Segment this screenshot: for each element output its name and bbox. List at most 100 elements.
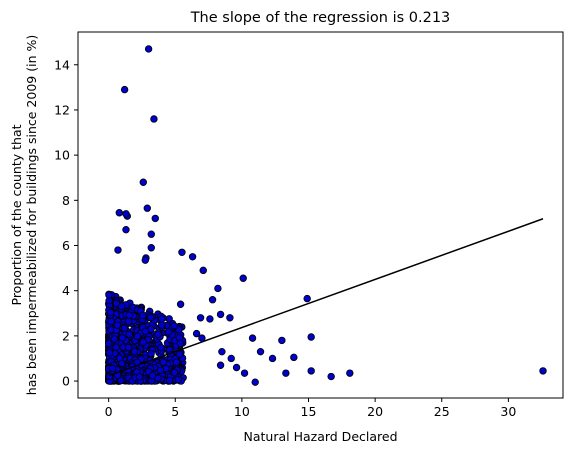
data-point [139, 338, 147, 346]
data-point [206, 315, 214, 323]
data-point [172, 358, 181, 366]
data-point [157, 321, 166, 329]
data-point [248, 334, 257, 342]
data-point [141, 327, 150, 336]
data-point [144, 45, 153, 53]
data-point [227, 354, 235, 363]
data-point [268, 354, 277, 363]
data-point [175, 350, 184, 358]
x-tick-label: 25 [434, 404, 450, 419]
plot-frame [77, 31, 564, 399]
data-point [256, 347, 265, 356]
data-point [216, 361, 225, 369]
data-point [105, 349, 114, 357]
data-point [147, 244, 155, 252]
data-point [147, 349, 155, 358]
data-point [307, 367, 315, 375]
data-point [170, 368, 179, 377]
y-tick-label: 14 [54, 57, 70, 72]
data-point [125, 330, 133, 339]
y-tick-label: 10 [54, 148, 70, 163]
data-point [239, 274, 247, 282]
data-point [120, 85, 129, 94]
y-tick-label: 8 [62, 193, 70, 208]
data-point [303, 294, 311, 303]
data-point [139, 311, 147, 320]
data-point [118, 359, 126, 368]
data-point [158, 315, 166, 323]
data-point [165, 315, 173, 323]
y-tick-label: 12 [54, 102, 70, 117]
x-tick-label: 5 [171, 404, 179, 419]
x-tick-label: 20 [367, 404, 383, 419]
data-point [148, 371, 157, 380]
data-point [107, 317, 115, 326]
data-point [232, 363, 241, 372]
data-point [159, 358, 168, 366]
data-point [120, 324, 129, 332]
data-point [278, 336, 286, 345]
data-point [143, 204, 151, 212]
data-point [118, 334, 127, 342]
data-point [290, 353, 298, 362]
x-axis-ticks: 0 5 10 15 20 25 30 [105, 398, 516, 419]
y-axis-label: Proportion of the county that has been i… [9, 35, 39, 395]
data-point [346, 369, 354, 377]
x-tick-label: 15 [301, 404, 317, 419]
data-point [327, 372, 335, 381]
data-point [154, 330, 162, 339]
data-point [135, 373, 144, 381]
data-point [218, 347, 226, 356]
data-point [113, 321, 122, 329]
data-point [150, 115, 158, 123]
data-point [130, 347, 139, 356]
data-point [110, 335, 118, 343]
data-point [157, 343, 165, 352]
data-point [192, 329, 201, 338]
x-tick-label: 30 [500, 404, 516, 419]
data-point [199, 266, 207, 275]
plot-area [78, 32, 563, 398]
data-point [251, 378, 259, 386]
y-axis-label-line2: has been impermeabilized for buildings s… [24, 35, 39, 395]
data-point [176, 339, 185, 347]
data-point [208, 296, 217, 304]
data-point [114, 246, 122, 254]
data-point [146, 313, 155, 322]
x-tick-label: 0 [105, 404, 113, 419]
data-point [122, 210, 130, 218]
data-point [196, 314, 205, 322]
y-tick-label: 6 [62, 238, 70, 253]
data-point [164, 328, 173, 336]
data-point [125, 311, 133, 319]
data-point [539, 367, 547, 375]
y-tick-label: 0 [62, 374, 70, 389]
data-point [104, 339, 113, 348]
data-point [139, 178, 147, 186]
data-point [226, 314, 234, 322]
data-point [170, 322, 178, 330]
data-point [176, 300, 185, 308]
data-point [174, 375, 182, 384]
data-point [124, 317, 133, 326]
data-point [188, 253, 197, 261]
data-point [108, 364, 117, 373]
y-tick-label: 2 [62, 328, 70, 343]
data-point [122, 225, 130, 234]
data-point [240, 369, 249, 377]
y-axis-ticks: 0 2 4 6 8 10 12 14 [54, 57, 78, 389]
data-point [117, 376, 125, 385]
regression-line-group [108, 218, 544, 377]
y-axis-label-line1: Proportion of the county that [9, 124, 24, 305]
data-point [178, 248, 186, 256]
x-axis-label: Natural Hazard Declared [244, 429, 398, 444]
data-point [115, 209, 123, 217]
data-point [307, 333, 315, 341]
data-point [165, 376, 174, 385]
data-point [216, 310, 225, 319]
data-point [141, 256, 149, 264]
data-point [156, 366, 165, 374]
data-point [214, 284, 222, 293]
chart-title: The slope of the regression is 0.213 [190, 10, 451, 26]
